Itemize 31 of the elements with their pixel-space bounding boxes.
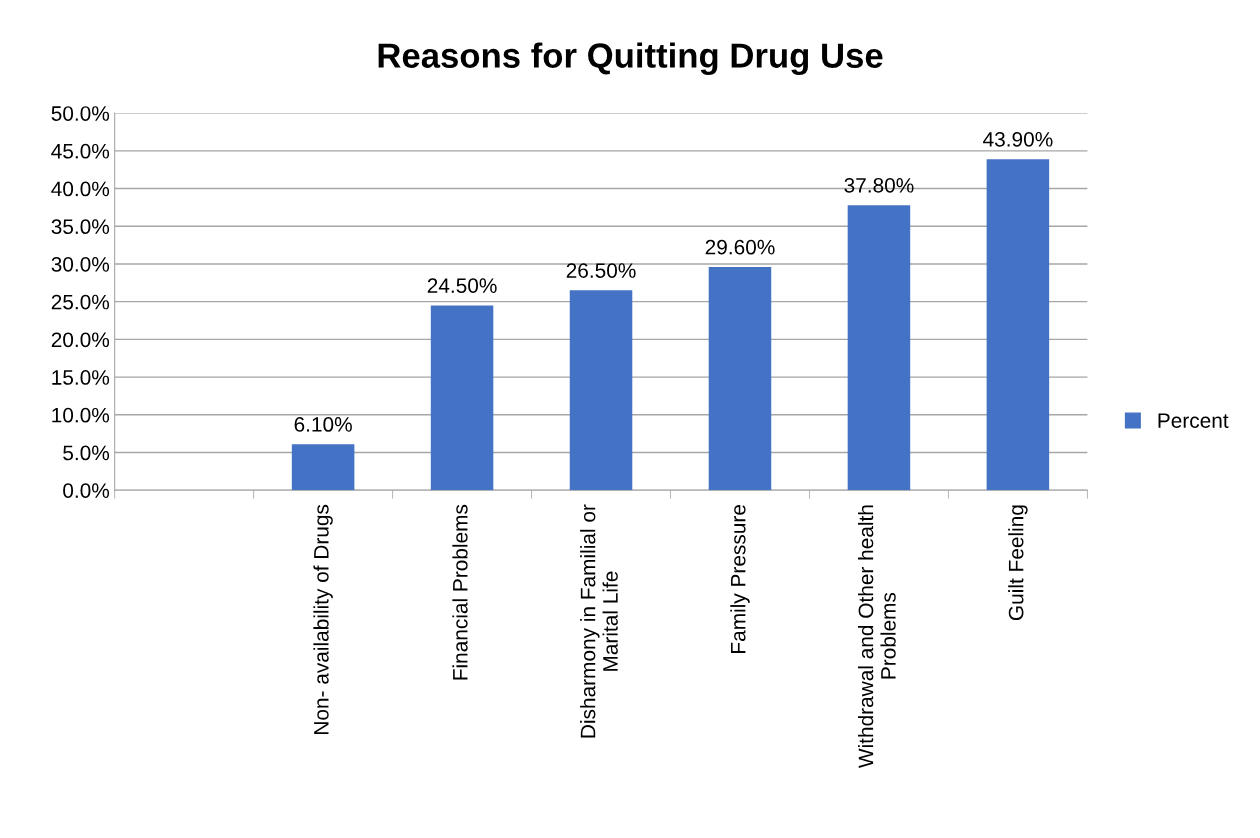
y-tick-label: 45.0% bbox=[51, 143, 110, 159]
chart-title: Reasons for Quitting Drug Use bbox=[378, 42, 883, 75]
data-label: 6.10% bbox=[294, 417, 352, 432]
x-tick-label: Withdrawal and Other health Problems bbox=[858, 505, 896, 769]
bar bbox=[708, 266, 772, 491]
data-label: 37.80% bbox=[844, 177, 914, 193]
y-tick-label: 0.0% bbox=[63, 483, 110, 498]
x-tick-label: Non- availability of Drugs bbox=[313, 504, 333, 734]
x-tick-label: Guilt Feeling bbox=[1008, 505, 1028, 621]
y-tick-label: 35.0% bbox=[51, 219, 110, 235]
y-tick-label: 5.0% bbox=[63, 445, 110, 461]
bar bbox=[847, 205, 911, 491]
data-label: 43.90% bbox=[983, 131, 1053, 147]
bar bbox=[569, 290, 633, 491]
x-tick-label: Financial Problems bbox=[452, 504, 468, 680]
y-tick-label: 50.0% bbox=[51, 106, 110, 121]
y-tick-label: 10.0% bbox=[52, 407, 110, 423]
y-tick-label: 30.0% bbox=[51, 256, 110, 272]
y-tick-label: 20.0% bbox=[51, 332, 110, 348]
legend-label: Percent bbox=[1158, 413, 1229, 428]
bar bbox=[430, 305, 494, 491]
y-tick-label: 40.0% bbox=[51, 181, 110, 197]
x-tick-label: Family Pressure bbox=[730, 505, 750, 653]
data-label: 24.50% bbox=[427, 278, 497, 293]
y-tick-label: 15.0% bbox=[52, 370, 110, 385]
x-tick-label: Disharmony in Familial or Marital Life bbox=[580, 504, 618, 738]
data-label: 29.60% bbox=[705, 239, 775, 255]
y-tick-label: 25.0% bbox=[51, 294, 110, 310]
bar bbox=[986, 159, 1050, 491]
bar bbox=[291, 444, 355, 491]
data-label: 26.50% bbox=[566, 263, 636, 278]
